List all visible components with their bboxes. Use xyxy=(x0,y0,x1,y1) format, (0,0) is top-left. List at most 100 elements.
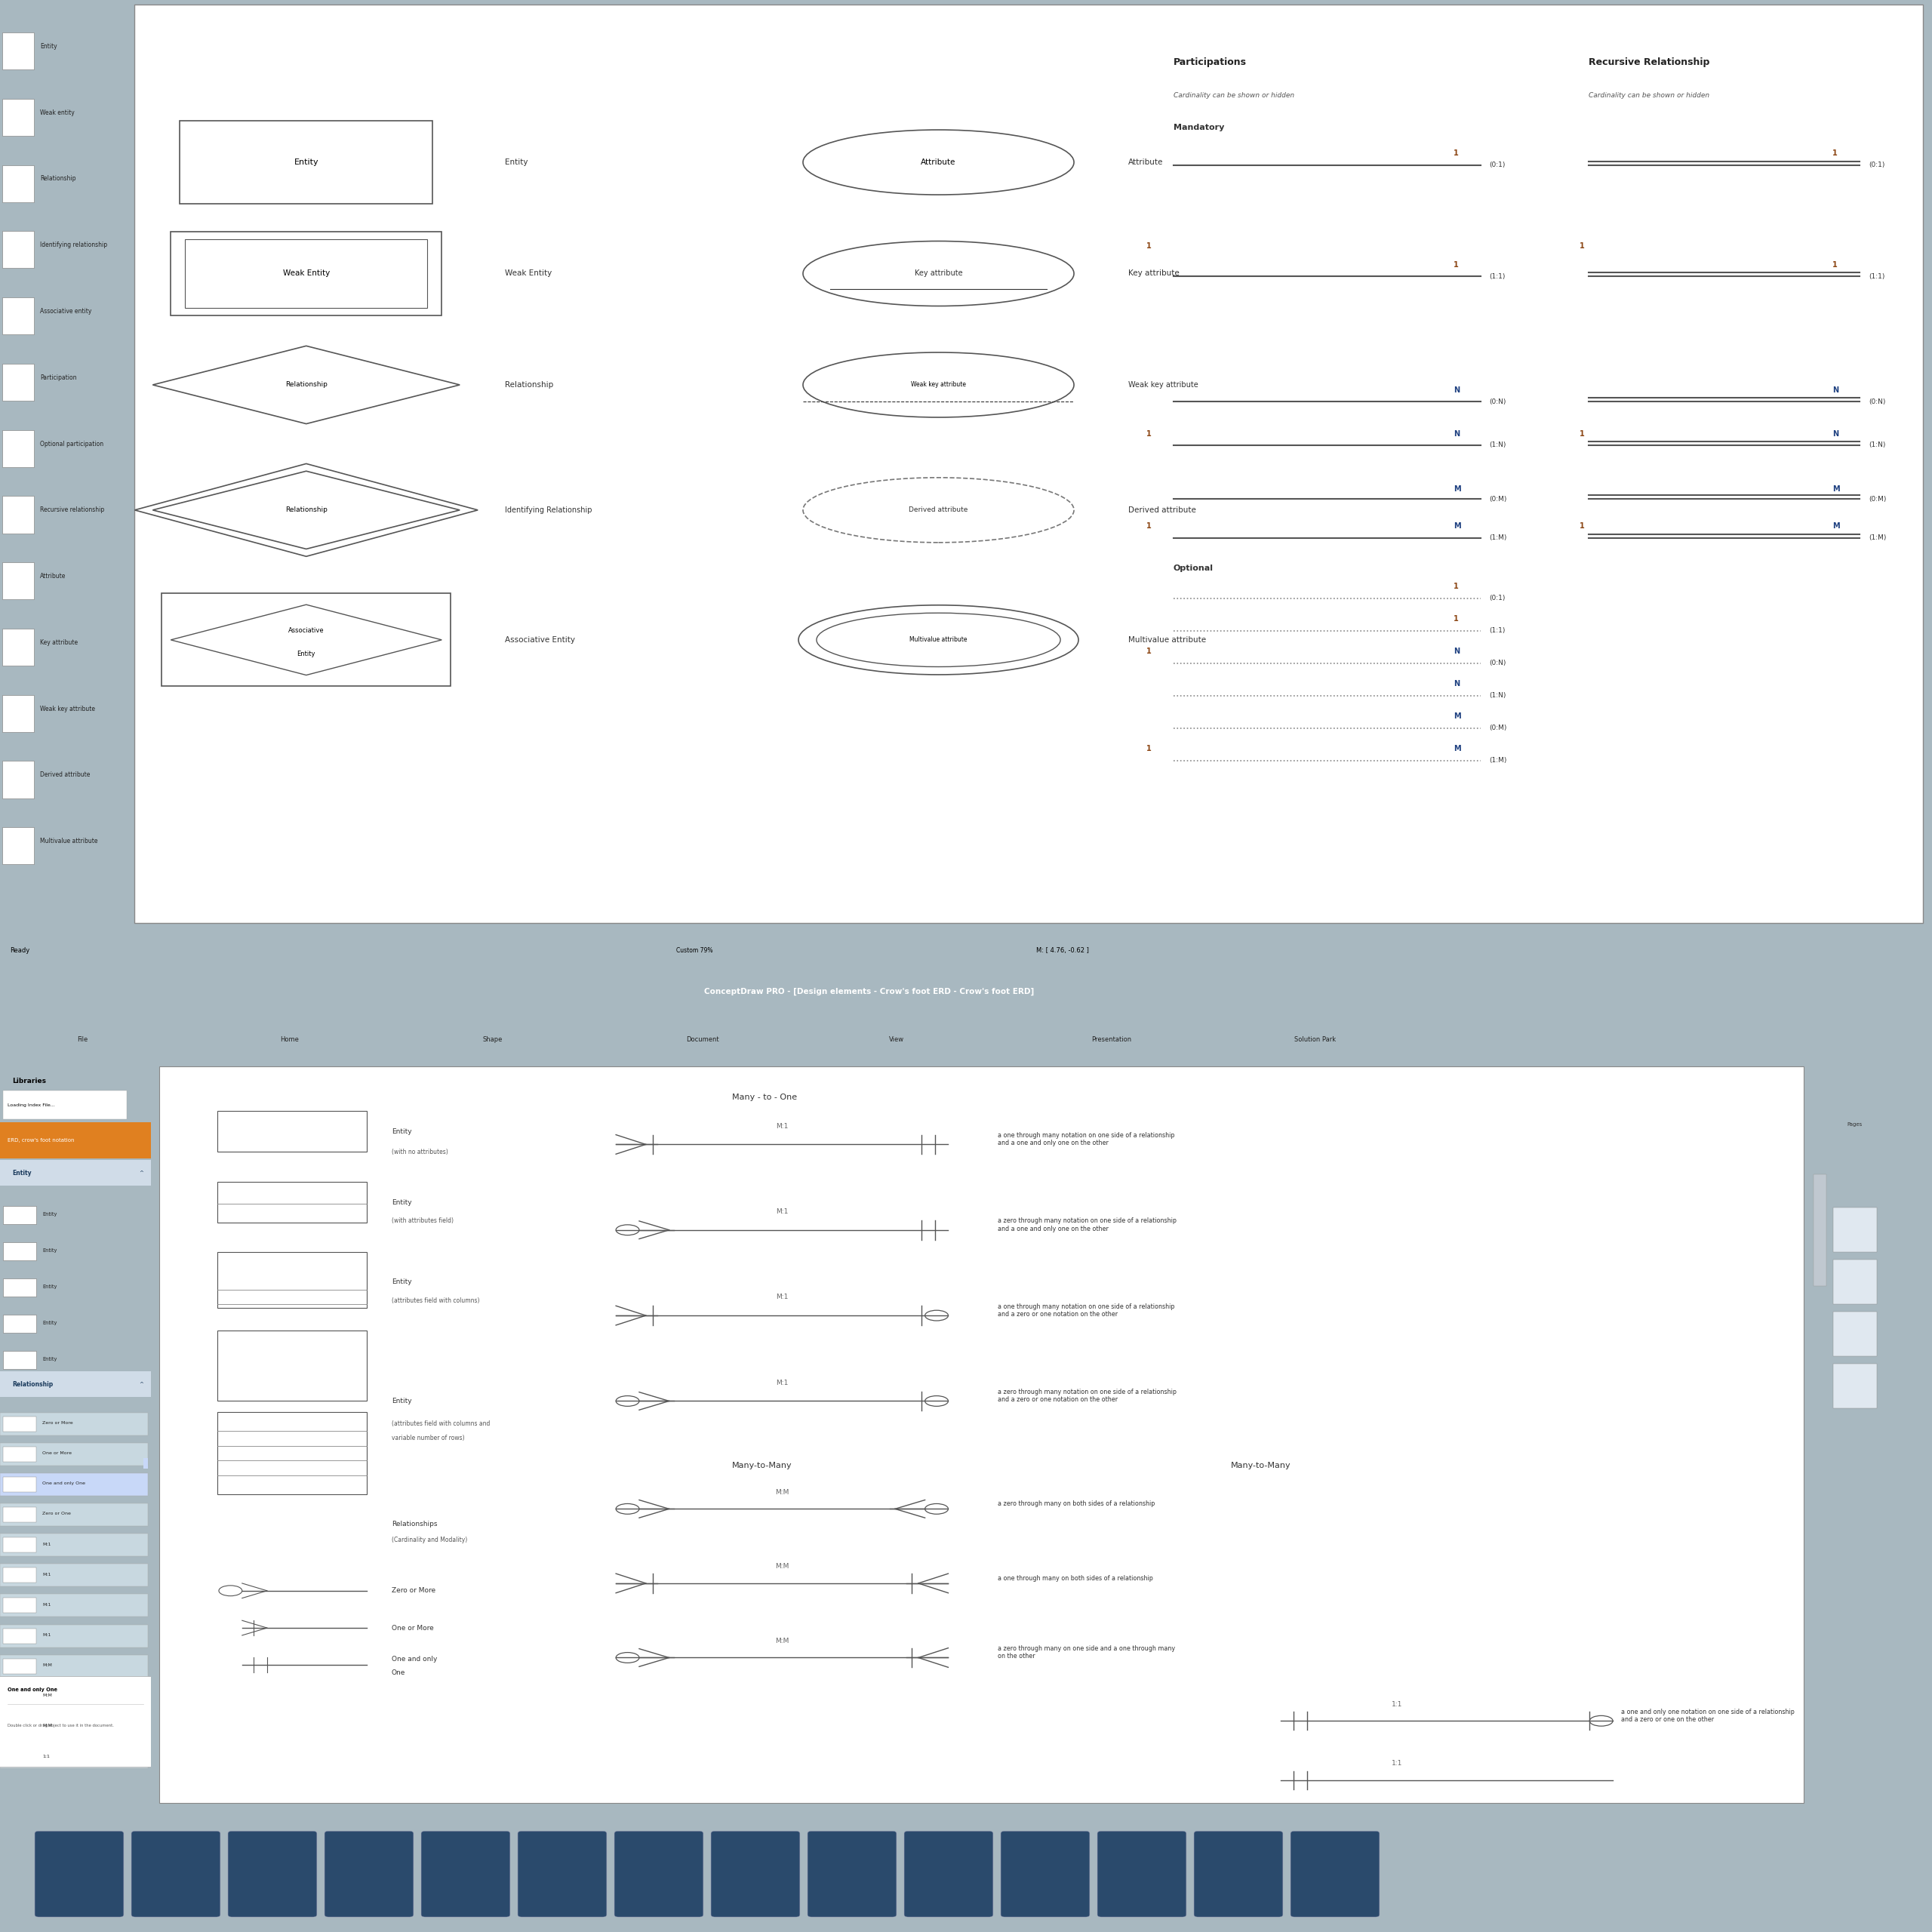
FancyBboxPatch shape xyxy=(4,1476,37,1492)
Text: Entity: Entity xyxy=(43,1356,56,1362)
Ellipse shape xyxy=(817,612,1061,667)
FancyBboxPatch shape xyxy=(0,1675,155,1768)
Text: Pages: Pages xyxy=(1847,1122,1862,1126)
FancyBboxPatch shape xyxy=(0,1472,147,1495)
Text: Entity: Entity xyxy=(294,158,319,166)
Text: 1: 1 xyxy=(1453,261,1459,269)
FancyBboxPatch shape xyxy=(35,1832,124,1917)
FancyBboxPatch shape xyxy=(0,1412,147,1435)
Text: (0:1): (0:1) xyxy=(1490,162,1505,168)
Text: Weak entity: Weak entity xyxy=(41,110,75,116)
Text: (1:1): (1:1) xyxy=(1490,272,1505,280)
FancyBboxPatch shape xyxy=(4,1750,37,1764)
Text: a one through many notation on one side of a relationship
and a one and only one: a one through many notation on one side … xyxy=(999,1132,1175,1146)
FancyBboxPatch shape xyxy=(4,1567,37,1582)
FancyBboxPatch shape xyxy=(135,4,1922,923)
FancyBboxPatch shape xyxy=(4,1689,37,1704)
Text: N: N xyxy=(1833,429,1839,437)
Text: 1: 1 xyxy=(1833,261,1837,269)
Text: 1: 1 xyxy=(1580,522,1584,529)
FancyBboxPatch shape xyxy=(1097,1832,1186,1917)
Text: (0:M): (0:M) xyxy=(1490,495,1507,502)
Text: a zero through many on one side and a one through many
on the other: a zero through many on one side and a on… xyxy=(999,1646,1175,1660)
Text: 1:1: 1:1 xyxy=(1391,1700,1403,1708)
Text: Multivalue attribute: Multivalue attribute xyxy=(910,636,968,643)
FancyBboxPatch shape xyxy=(0,1594,147,1617)
FancyBboxPatch shape xyxy=(711,1832,800,1917)
Text: Many-to-Many: Many-to-Many xyxy=(732,1463,792,1470)
Text: Cardinality can be shown or hidden: Cardinality can be shown or hidden xyxy=(1588,93,1710,99)
FancyBboxPatch shape xyxy=(216,1252,367,1308)
Text: a zero through many notation on one side of a relationship
and a zero or one not: a zero through many notation on one side… xyxy=(999,1389,1177,1403)
Text: Relationship: Relationship xyxy=(41,176,75,182)
FancyBboxPatch shape xyxy=(2,628,35,667)
Text: M:M: M:M xyxy=(43,1694,52,1698)
Text: Relationship: Relationship xyxy=(286,381,327,388)
Text: ERD, crow's foot notation: ERD, crow's foot notation xyxy=(8,1138,73,1144)
FancyBboxPatch shape xyxy=(2,363,35,400)
Text: Presentation: Presentation xyxy=(1092,1036,1132,1043)
Text: M:M: M:M xyxy=(775,1638,788,1644)
Text: Relationships: Relationships xyxy=(392,1520,437,1526)
Text: a zero through many on both sides of a relationship: a zero through many on both sides of a r… xyxy=(999,1501,1155,1507)
Text: Entity: Entity xyxy=(41,43,58,50)
FancyBboxPatch shape xyxy=(0,1372,151,1397)
Text: Zero or One: Zero or One xyxy=(43,1513,71,1517)
Text: variable number of rows): variable number of rows) xyxy=(392,1435,464,1441)
FancyBboxPatch shape xyxy=(0,1534,147,1557)
FancyBboxPatch shape xyxy=(2,761,35,798)
Text: Recursive relationship: Recursive relationship xyxy=(41,506,104,514)
Text: (0:N): (0:N) xyxy=(1490,398,1507,406)
FancyBboxPatch shape xyxy=(180,120,433,205)
Text: 1: 1 xyxy=(1146,522,1151,529)
FancyBboxPatch shape xyxy=(162,593,450,686)
Text: Multivalue attribute: Multivalue attribute xyxy=(1128,636,1206,643)
FancyBboxPatch shape xyxy=(1833,1364,1876,1408)
FancyBboxPatch shape xyxy=(2,164,35,203)
FancyBboxPatch shape xyxy=(325,1832,413,1917)
FancyBboxPatch shape xyxy=(0,1656,147,1677)
Polygon shape xyxy=(153,471,460,549)
FancyBboxPatch shape xyxy=(131,1832,220,1917)
Text: Libraries: Libraries xyxy=(12,1078,46,1084)
Text: M: M xyxy=(1453,522,1461,529)
FancyBboxPatch shape xyxy=(1833,1312,1876,1356)
Text: (0:1): (0:1) xyxy=(1868,162,1886,168)
FancyBboxPatch shape xyxy=(4,1598,37,1613)
Text: M:M: M:M xyxy=(43,1663,52,1667)
Text: 1:1: 1:1 xyxy=(43,1754,50,1758)
FancyBboxPatch shape xyxy=(1833,1260,1876,1304)
Text: N: N xyxy=(1833,386,1839,394)
FancyBboxPatch shape xyxy=(4,1658,37,1673)
FancyBboxPatch shape xyxy=(2,827,35,864)
Text: 1: 1 xyxy=(1453,583,1459,591)
Text: 1: 1 xyxy=(1453,151,1459,156)
Text: Participations: Participations xyxy=(1173,58,1246,68)
Text: Relationship: Relationship xyxy=(286,506,327,514)
Text: Relationship: Relationship xyxy=(504,381,553,388)
FancyBboxPatch shape xyxy=(4,1350,37,1370)
FancyBboxPatch shape xyxy=(0,1716,147,1739)
Text: a one through many on both sides of a relationship: a one through many on both sides of a re… xyxy=(999,1575,1153,1582)
Polygon shape xyxy=(153,346,460,423)
Text: 1: 1 xyxy=(1146,746,1151,753)
Text: 1: 1 xyxy=(1580,243,1584,249)
Text: Weak Entity: Weak Entity xyxy=(504,270,553,278)
Text: Document: Document xyxy=(686,1036,719,1043)
FancyBboxPatch shape xyxy=(143,1459,147,1468)
FancyBboxPatch shape xyxy=(0,1503,147,1526)
Text: N: N xyxy=(1453,647,1459,655)
Text: Identifying relationship: Identifying relationship xyxy=(41,242,108,249)
Text: 1: 1 xyxy=(1833,151,1837,156)
FancyBboxPatch shape xyxy=(4,1538,37,1553)
FancyBboxPatch shape xyxy=(4,1629,37,1644)
FancyBboxPatch shape xyxy=(0,1443,147,1466)
Text: Weak key attribute: Weak key attribute xyxy=(41,705,95,713)
Text: 1: 1 xyxy=(1146,243,1151,249)
Ellipse shape xyxy=(804,242,1074,305)
Text: (0:M): (0:M) xyxy=(1868,495,1886,502)
Text: Solution Park: Solution Park xyxy=(1294,1036,1337,1043)
FancyBboxPatch shape xyxy=(2,431,35,468)
Text: M:M: M:M xyxy=(43,1723,52,1727)
Text: One or More: One or More xyxy=(43,1451,71,1455)
